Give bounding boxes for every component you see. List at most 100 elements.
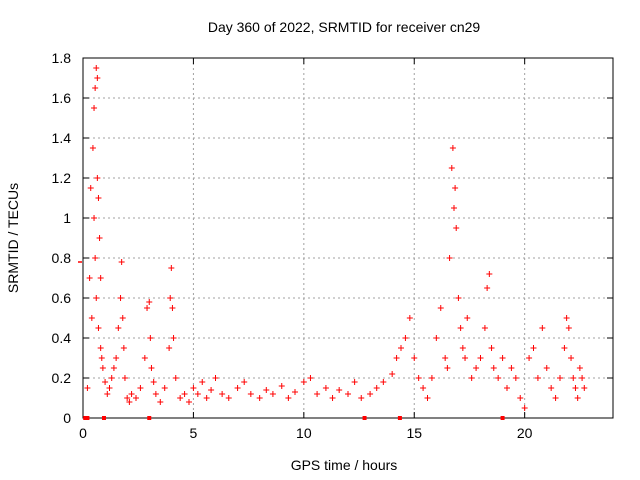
data-point (495, 375, 502, 381)
baseline-markers (78, 261, 505, 420)
baseline-marker (500, 416, 505, 420)
baseline-marker (83, 416, 88, 420)
data-point (307, 375, 314, 381)
data-point (292, 389, 298, 395)
data-point (451, 205, 457, 211)
data-point (263, 387, 270, 393)
data-points (84, 65, 588, 411)
data-point (561, 345, 568, 351)
data-point (87, 185, 94, 191)
data-point (490, 365, 497, 371)
data-point (437, 305, 444, 311)
data-point (534, 375, 541, 381)
data-point (115, 325, 122, 331)
data-point (457, 325, 464, 331)
data-point (367, 391, 374, 397)
data-point (177, 395, 184, 401)
data-point (94, 175, 101, 181)
x-tick-label: 0 (79, 425, 87, 441)
x-tick-label: 20 (517, 425, 533, 441)
data-point (428, 375, 435, 381)
data-point (433, 335, 440, 341)
data-point (166, 345, 173, 351)
data-point (579, 375, 586, 381)
baseline-marker (101, 416, 106, 420)
data-point (380, 379, 387, 385)
data-point (128, 391, 135, 397)
data-point (486, 271, 493, 277)
x-tick-label: 15 (406, 425, 422, 441)
data-point (157, 399, 164, 405)
data-point (424, 395, 431, 401)
data-point (285, 395, 292, 401)
data-point (572, 385, 579, 391)
data-point (234, 385, 241, 391)
data-point (194, 391, 201, 397)
baseline-marker (85, 416, 90, 420)
data-point (89, 145, 96, 151)
plot-frame (82, 57, 614, 419)
data-point (322, 385, 329, 391)
y-tick-label: 1.2 (52, 170, 72, 186)
data-point (570, 375, 577, 381)
x-tick-label: 10 (296, 425, 312, 441)
data-point (161, 385, 168, 391)
data-point (455, 295, 462, 301)
data-point (389, 371, 396, 377)
data-point (95, 195, 102, 201)
data-point (146, 299, 153, 305)
data-point (96, 235, 103, 241)
data-point (99, 365, 106, 371)
data-point (449, 145, 456, 151)
y-tick-label: 1 (63, 210, 71, 226)
data-point (488, 345, 495, 351)
data-point (113, 355, 120, 361)
data-point (86, 275, 93, 281)
data-point (278, 383, 285, 389)
data-point (98, 355, 105, 361)
data-point (91, 215, 98, 221)
data-point (530, 345, 537, 351)
data-point (219, 391, 226, 397)
data-point (144, 305, 151, 311)
data-point (141, 355, 148, 361)
data-point (358, 395, 365, 401)
x-axis: 0 5 10 15 20 (79, 58, 533, 441)
data-point (351, 379, 358, 385)
data-point (118, 259, 125, 265)
data-point (415, 375, 422, 381)
data-point (442, 355, 449, 361)
data-point (93, 295, 100, 301)
data-point (565, 325, 572, 331)
x-tick-label: 5 (190, 425, 198, 441)
data-point (473, 365, 480, 371)
data-point (170, 335, 177, 341)
data-point (552, 395, 559, 401)
x-axis-label: GPS time / hours (291, 457, 398, 473)
data-point (329, 395, 336, 401)
data-point (92, 85, 99, 91)
data-point (398, 345, 404, 351)
data-point (172, 375, 179, 381)
data-point (119, 315, 126, 321)
data-point (203, 395, 210, 401)
data-point (508, 365, 515, 371)
baseline-marker (147, 416, 152, 420)
data-point (152, 391, 159, 397)
data-point (402, 335, 409, 341)
data-point (444, 365, 451, 371)
data-point (148, 365, 155, 371)
data-point (484, 285, 491, 291)
data-point (563, 315, 570, 321)
y-tick-label: 0.8 (52, 250, 72, 266)
data-point (168, 265, 175, 271)
data-point (247, 391, 254, 397)
chart-title: Day 360 of 2022, SRMTID for receiver cn2… (208, 19, 481, 35)
data-point (453, 225, 460, 231)
data-point (300, 379, 307, 385)
data-point (88, 315, 95, 321)
data-point (446, 255, 453, 261)
y-tick-label: 1.4 (52, 130, 72, 146)
data-point (91, 105, 98, 111)
data-point (110, 365, 117, 371)
